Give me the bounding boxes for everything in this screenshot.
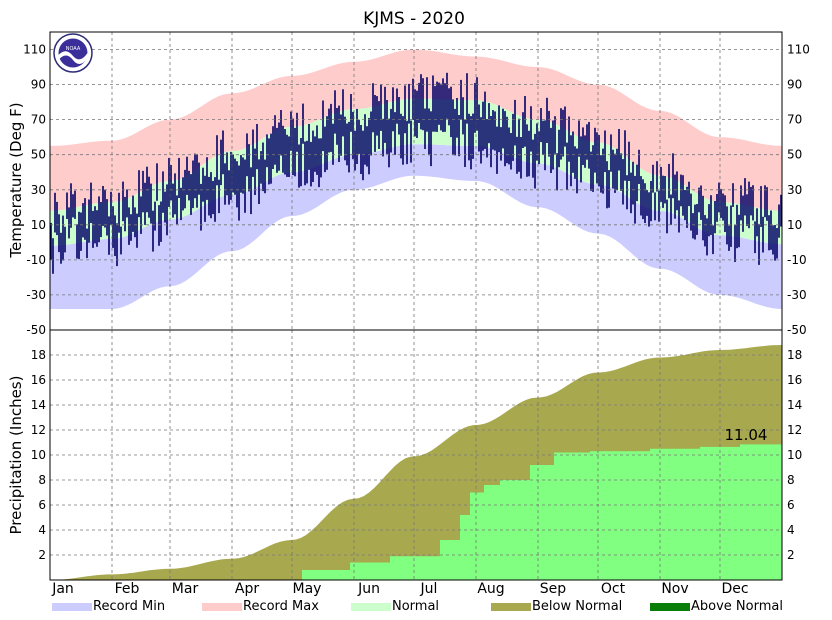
legend-swatch xyxy=(650,603,690,611)
temperature-tick-label-right: 30 xyxy=(787,183,802,197)
legend-swatch xyxy=(491,603,531,611)
temperature-tick-label-left: -50 xyxy=(26,323,46,337)
precipitation-tick-label-right: 8 xyxy=(787,473,795,487)
temperature-tick-label-left: 110 xyxy=(23,43,46,57)
noaa-logo: NOAA xyxy=(53,33,93,73)
temperature-y-axis-label: Temperature (Deg F) xyxy=(7,102,25,258)
legend-swatch xyxy=(202,603,242,611)
temperature-tick-label-right: 90 xyxy=(787,78,802,92)
precipitation-tick-label-right: 2 xyxy=(787,548,795,562)
month-label: Nov xyxy=(661,581,688,597)
precipitation-grid xyxy=(50,330,782,580)
legend-label: Record Max xyxy=(243,599,319,614)
plot-frame xyxy=(49,31,783,581)
precipitation-tick-label-right: 10 xyxy=(787,448,802,462)
month-label: Jun xyxy=(357,581,380,597)
actual-precipitation-area xyxy=(50,442,782,580)
svg-text:NOAA: NOAA xyxy=(66,46,81,52)
precipitation-tick-label-left: 14 xyxy=(31,398,46,412)
month-label: Apr xyxy=(235,581,259,597)
precipitation-total-label: 11.04 xyxy=(725,426,768,444)
temperature-tick-label-left: 50 xyxy=(31,148,46,162)
precipitation-tick-label-right: 18 xyxy=(787,348,802,362)
month-label: Aug xyxy=(477,581,504,597)
precipitation-tick-label-right: 4 xyxy=(787,523,795,537)
precipitation-tick-label-left: 4 xyxy=(38,523,46,537)
month-label: May xyxy=(293,581,322,597)
precipitation-tick-label-right: 12 xyxy=(787,423,802,437)
y-axis-ticks: 110 110 90 90 70 70 50 50 30 30 10 10 -10 -10 -30 -30 -5… xyxy=(23,43,810,563)
temperature-tick-label-left: 70 xyxy=(31,113,46,127)
observed-temperature-bars xyxy=(50,72,782,274)
precipitation-tick-label-right: 14 xyxy=(787,398,802,412)
temperature-tick-label-right: 70 xyxy=(787,113,802,127)
precipitation-tick-label-left: 18 xyxy=(31,348,46,362)
legend-label: Above Normal xyxy=(691,599,783,614)
record-max-band xyxy=(50,49,782,211)
legend-label: Below Normal xyxy=(532,599,622,614)
legend-label: Normal xyxy=(392,599,439,614)
temperature-tick-label-left: 10 xyxy=(31,218,46,232)
chart-title: KJMS - 2020 xyxy=(363,9,465,29)
precipitation-y-axis-label: Precipitation (Inches) xyxy=(7,376,25,535)
precipitation-tick-label-left: 8 xyxy=(38,473,46,487)
temperature-tick-label-left: -30 xyxy=(26,288,46,302)
legend: Record Min Record Max Normal Below Normal Ab… xyxy=(52,599,783,614)
precipitation-tick-label-left: 12 xyxy=(31,423,46,437)
legend-label: Record Min xyxy=(93,599,165,614)
precipitation-tick-label-left: 16 xyxy=(31,373,46,387)
temperature-grid xyxy=(50,32,782,330)
panel-frames xyxy=(49,31,783,581)
precipitation-tick-label-left: 6 xyxy=(38,498,46,512)
precipitation-tick-label-left: 2 xyxy=(38,548,46,562)
temperature-tick-label-right: 50 xyxy=(787,148,802,162)
month-label: Feb xyxy=(115,581,140,597)
month-label: Mar xyxy=(172,581,199,597)
precipitation-tick-label-right: 16 xyxy=(787,373,802,387)
temperature-tick-label-right: -30 xyxy=(787,288,807,302)
temperature-tick-label-left: 90 xyxy=(31,78,46,92)
temperature-tick-label-right: 110 xyxy=(787,43,810,57)
month-label: Dec xyxy=(721,581,748,597)
temperature-tick-label-right: 10 xyxy=(787,218,802,232)
legend-swatch xyxy=(351,603,391,611)
precipitation-actual-area xyxy=(50,442,782,580)
month-label: Jul xyxy=(420,581,438,597)
month-label: Sep xyxy=(540,581,567,597)
temperature-tick-label-left: -10 xyxy=(26,253,46,267)
month-label: Jan xyxy=(51,581,74,597)
x-axis-month-labels: Jan Feb Mar Apr May Jun Jul Aug Sep Oct Nov Dec xyxy=(51,581,748,597)
temperature-tick-label-right: -50 xyxy=(787,323,807,337)
temperature-tick-label-right: -10 xyxy=(787,253,807,267)
precipitation-tick-label-right: 6 xyxy=(787,498,795,512)
legend-swatch xyxy=(52,603,92,611)
precipitation-tick-label-left: 10 xyxy=(31,448,46,462)
month-label: Oct xyxy=(601,581,626,597)
temperature-tick-label-left: 30 xyxy=(31,183,46,197)
